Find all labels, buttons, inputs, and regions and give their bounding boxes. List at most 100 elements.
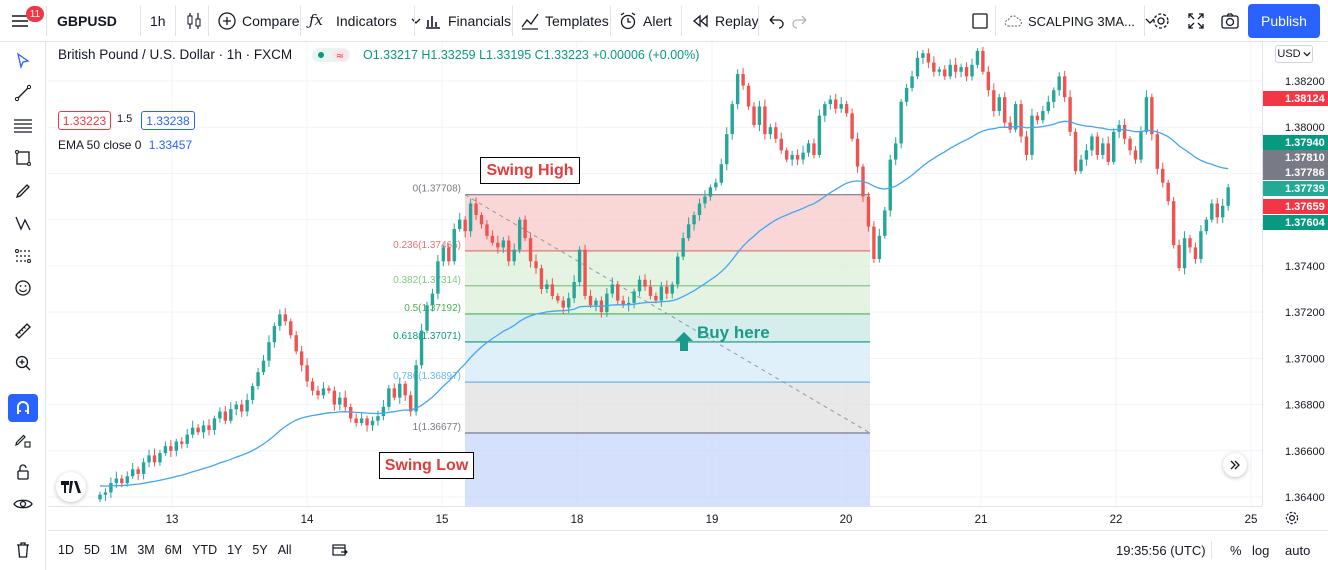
range-button-1m[interactable]: 1M [109, 543, 128, 557]
rewind-icon [692, 14, 708, 28]
percent-toggle[interactable]: % [1230, 542, 1242, 558]
price-chart[interactable]: 0(1.37708) 0.236(1.37465) 0.382(1.37314) 0.… [48, 42, 1262, 506]
notification-badge: 11 [26, 6, 44, 22]
time-tick-label: 13 [166, 514, 179, 526]
chart-pane[interactable]: 0(1.37708) 0.236(1.37465) 0.382(1.37314) 0.… [48, 42, 1262, 506]
market-status-icon: ≈ [312, 48, 350, 62]
hide-drawings-tool[interactable] [8, 490, 38, 518]
shapes-tool[interactable] [8, 144, 38, 172]
replay-button[interactable]: Replay [690, 0, 759, 42]
log-toggle[interactable]: log [1252, 542, 1270, 558]
candle-body [1057, 76, 1061, 91]
indicators-button[interactable]: ƒx Indicators [309, 0, 421, 42]
calendar-arrow-icon [332, 544, 348, 556]
chevron-down-icon[interactable] [1145, 16, 1155, 26]
time-scale[interactable]: 13 14 15 18 19 20 21 22 25 [48, 506, 1262, 530]
remove-drawings-tool[interactable] [8, 536, 38, 564]
measure-tool[interactable] [8, 317, 38, 345]
buy-price-button[interactable]: 1.33238 [141, 111, 195, 130]
compare-label: Compare [242, 13, 300, 29]
candle-body [801, 152, 805, 160]
range-button-all[interactable]: All [277, 543, 292, 557]
candle-body [1084, 150, 1089, 160]
fib-level-label: 0(1.37708) [413, 184, 461, 195]
candle-body [665, 286, 669, 294]
candle-body [1150, 97, 1154, 135]
icons-tool[interactable] [8, 274, 38, 302]
magnet-tool[interactable] [8, 394, 38, 422]
axis-settings-button[interactable] [1282, 508, 1302, 528]
fib-trend-line[interactable] [464, 194, 871, 434]
interval-button[interactable]: 1h [150, 13, 166, 29]
trend-line-tool[interactable] [8, 79, 38, 107]
candle-body [234, 404, 238, 410]
range-button-1d[interactable]: 1D [58, 543, 74, 557]
range-button-1y[interactable]: 1Y [227, 543, 243, 557]
fullscreen-button[interactable] [1186, 0, 1211, 42]
range-button-5y[interactable]: 5Y [252, 543, 268, 557]
redo-button[interactable] [790, 0, 815, 42]
scroll-to-realtime-button[interactable] [1223, 453, 1247, 477]
candle-body [479, 215, 484, 225]
candle-body [676, 256, 680, 285]
stay-in-drawing-tool[interactable] [8, 426, 38, 454]
candle-body [376, 416, 380, 421]
candle-body [201, 425, 206, 433]
candle-body [419, 330, 424, 366]
alert-button[interactable]: Alert [618, 0, 672, 42]
lock-drawings-tool[interactable] [8, 458, 38, 486]
candle-body [904, 87, 909, 102]
candle-body [212, 418, 217, 430]
chevron-down-icon[interactable] [411, 16, 421, 26]
prediction-tool[interactable] [8, 242, 38, 270]
main-menu-button[interactable] [10, 0, 35, 42]
patterns-tool[interactable] [8, 209, 38, 237]
price-scale[interactable]: 1.382001.380001.378001.376001.374001.372… [1262, 42, 1328, 506]
publish-button[interactable]: Publish [1248, 4, 1320, 38]
tradingview-logo[interactable] [56, 472, 86, 502]
fib-tool[interactable] [8, 112, 38, 140]
time-tick-label: 22 [1110, 514, 1123, 526]
clock-display[interactable]: 19:35:56 (UTC) [1116, 542, 1206, 558]
currency-selector[interactable]: USD [1275, 45, 1313, 63]
candle-body [332, 390, 337, 405]
candle-body [534, 261, 538, 269]
ruler-icon [15, 323, 31, 339]
candle-body [812, 143, 816, 155]
range-button-3m[interactable]: 3M [137, 543, 155, 557]
date-range-picker-button[interactable] [331, 531, 349, 569]
compare-button[interactable]: Compare [217, 0, 300, 42]
range-button-6m[interactable]: 6M [164, 543, 183, 557]
layout-toggle-button[interactable] [970, 0, 995, 42]
auto-toggle[interactable]: auto [1285, 542, 1311, 558]
price-badge-label: 1.37739 [1285, 183, 1325, 195]
candle-body [1188, 238, 1192, 248]
buy-here-label[interactable]: Buy here [697, 323, 770, 342]
candle-body [681, 238, 685, 257]
snapshot-button[interactable] [1220, 0, 1245, 42]
templates-button[interactable]: Templates [520, 0, 609, 42]
candle-body [103, 492, 108, 495]
candle-body [1035, 115, 1040, 121]
undo-button[interactable] [766, 0, 791, 42]
range-button-5d[interactable]: 5D [83, 543, 100, 557]
swing-high-label[interactable]: Swing High [480, 157, 580, 184]
ema-legend[interactable]: EMA 50 close 0 1.33457 [58, 138, 192, 152]
ema-line[interactable] [99, 120, 1229, 487]
fib-level-label: 0.236(1.37465) [393, 240, 461, 251]
cursor-tool[interactable] [8, 47, 38, 75]
settings-button[interactable] [1151, 0, 1176, 42]
candle-body [1112, 131, 1116, 162]
brush-tool[interactable] [8, 177, 38, 205]
layout-name-button[interactable]: SCALPING 3MA... [1003, 0, 1155, 42]
range-button-ytd[interactable]: YTD [192, 543, 218, 557]
sell-price-button[interactable]: 1.33223 [58, 111, 111, 130]
financials-button[interactable]: Financials [423, 0, 511, 42]
candle-body [894, 143, 898, 160]
chart-type-button[interactable] [184, 0, 209, 42]
zoom-tool[interactable] [8, 349, 38, 377]
swing-low-label[interactable]: Swing Low [379, 452, 474, 479]
symbol-search-button[interactable]: GBPUSD [57, 13, 117, 29]
candle-body [136, 469, 140, 474]
camera-icon [1221, 13, 1239, 29]
